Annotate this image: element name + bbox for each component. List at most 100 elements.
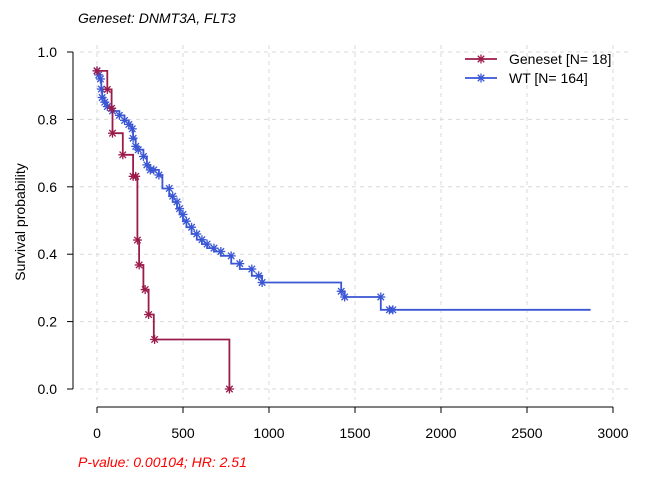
censor-mark-wt	[154, 170, 164, 180]
censor-stroke	[258, 278, 266, 287]
censor-mark-geneset	[140, 285, 150, 295]
censor-stroke	[96, 75, 105, 83]
censor-stroke	[236, 259, 244, 268]
censor-stroke	[125, 120, 133, 129]
censor-stroke	[93, 67, 101, 75]
p-value-label: P-value: 0.00104; HR: 2.51	[78, 454, 247, 470]
censor-stroke	[182, 217, 191, 225]
censor-mark-geneset	[144, 310, 154, 320]
censor-stroke	[477, 74, 485, 82]
censor-stroke	[135, 261, 143, 269]
censor-mark-wt	[187, 222, 197, 232]
censor-mark-wt	[128, 133, 138, 143]
censor-stroke	[108, 129, 117, 137]
series-wt	[92, 66, 591, 315]
censor-stroke	[119, 151, 127, 159]
censor-stroke	[95, 71, 103, 79]
axes: 0 500 1000 1500 2000 2500 3000 0.0 0.2 0.4 0.6 0.8 1…	[38, 44, 629, 441]
censor-stroke	[129, 134, 137, 142]
series-geneset	[92, 66, 234, 394]
censor-mark-wt	[376, 292, 386, 302]
censor-mark-geneset	[150, 334, 160, 344]
censor-stroke	[155, 171, 163, 179]
censor-stroke	[132, 172, 140, 181]
censor-stroke	[377, 293, 385, 301]
censor-stroke	[389, 306, 397, 314]
y-tick-label: 0.0	[38, 381, 58, 397]
y-axis-label: Survival probability	[12, 163, 28, 281]
censor-mark-geneset	[92, 66, 102, 76]
censor-mark-wt	[138, 151, 148, 161]
censor-stroke	[168, 192, 177, 200]
censor-stroke	[203, 240, 211, 248]
censor-stroke	[141, 285, 149, 294]
censor-stroke	[128, 125, 136, 133]
legend-entry-wt: WT [N= 164]	[465, 70, 588, 86]
y-tick-label: 0.2	[38, 314, 58, 330]
censor-mark-wt	[172, 197, 182, 207]
censor-stroke	[210, 244, 218, 252]
censor-stroke	[173, 198, 181, 206]
censor-stroke	[198, 236, 206, 244]
censor-mark-wt	[178, 209, 188, 219]
legend-marker-geneset	[476, 54, 486, 64]
censor-stroke	[193, 230, 201, 238]
censor-mark-wt	[181, 216, 191, 226]
censor-stroke	[248, 265, 256, 273]
x-tick-label: 500	[171, 425, 195, 441]
censor-stroke	[340, 293, 349, 301]
censor-mark-geneset	[131, 171, 141, 181]
legend-label-wt: WT [N= 164]	[509, 70, 588, 86]
censor-mark-wt	[142, 160, 152, 170]
x-tick-label: 2500	[511, 425, 542, 441]
censor-stroke	[97, 85, 105, 93]
censor-stroke	[115, 111, 124, 120]
censor-mark-geneset	[132, 235, 142, 245]
x-tick-label: 1500	[339, 425, 370, 441]
censor-stroke	[165, 184, 173, 193]
x-tick-label: 1000	[253, 425, 284, 441]
censor-stroke	[337, 287, 345, 295]
x-tick-label: 2000	[425, 425, 456, 441]
censor-stroke	[179, 210, 187, 219]
censor-stroke	[103, 85, 112, 94]
censor-mark-wt	[168, 191, 178, 201]
censor-stroke	[107, 104, 116, 112]
censor-mark-wt	[257, 278, 267, 288]
censor-mark-wt	[226, 251, 236, 261]
censor-mark-wt	[192, 229, 202, 239]
series	[92, 66, 591, 394]
legend-label-geneset: Geneset [N= 18]	[509, 51, 611, 67]
censor-mark-geneset	[118, 150, 128, 160]
censor-stroke	[144, 310, 153, 319]
censor-mark-wt	[97, 92, 107, 102]
censor-mark-wt	[127, 124, 137, 134]
censor-mark-wt	[388, 305, 398, 315]
y-tick-label: 1.0	[38, 44, 58, 60]
grid	[80, 45, 630, 400]
censor-mark-wt	[340, 292, 350, 302]
censor-stroke	[133, 236, 142, 244]
y-tick-label: 0.4	[38, 246, 58, 262]
censor-stroke	[139, 152, 148, 161]
censor-mark-wt	[175, 204, 185, 214]
censor-mark-geneset	[134, 260, 144, 270]
censor-stroke	[143, 161, 151, 169]
censor-mark-wt	[202, 239, 212, 249]
censor-mark-geneset	[224, 384, 234, 394]
x-tick-label: 0	[93, 425, 101, 441]
censor-mark-wt	[254, 271, 264, 281]
censor-stroke	[477, 55, 485, 63]
censor-stroke	[101, 98, 109, 106]
y-tick-label: 0.6	[38, 179, 58, 195]
censor-stroke	[175, 205, 184, 213]
x-tick-label: 3000	[597, 425, 628, 441]
censor-mark-wt	[235, 259, 245, 269]
censor-stroke	[103, 102, 112, 111]
censor-stroke	[150, 166, 158, 174]
censor-mark-wt	[133, 145, 143, 155]
censor-mark-wt	[247, 264, 257, 274]
censor-mark-wt	[209, 243, 219, 253]
